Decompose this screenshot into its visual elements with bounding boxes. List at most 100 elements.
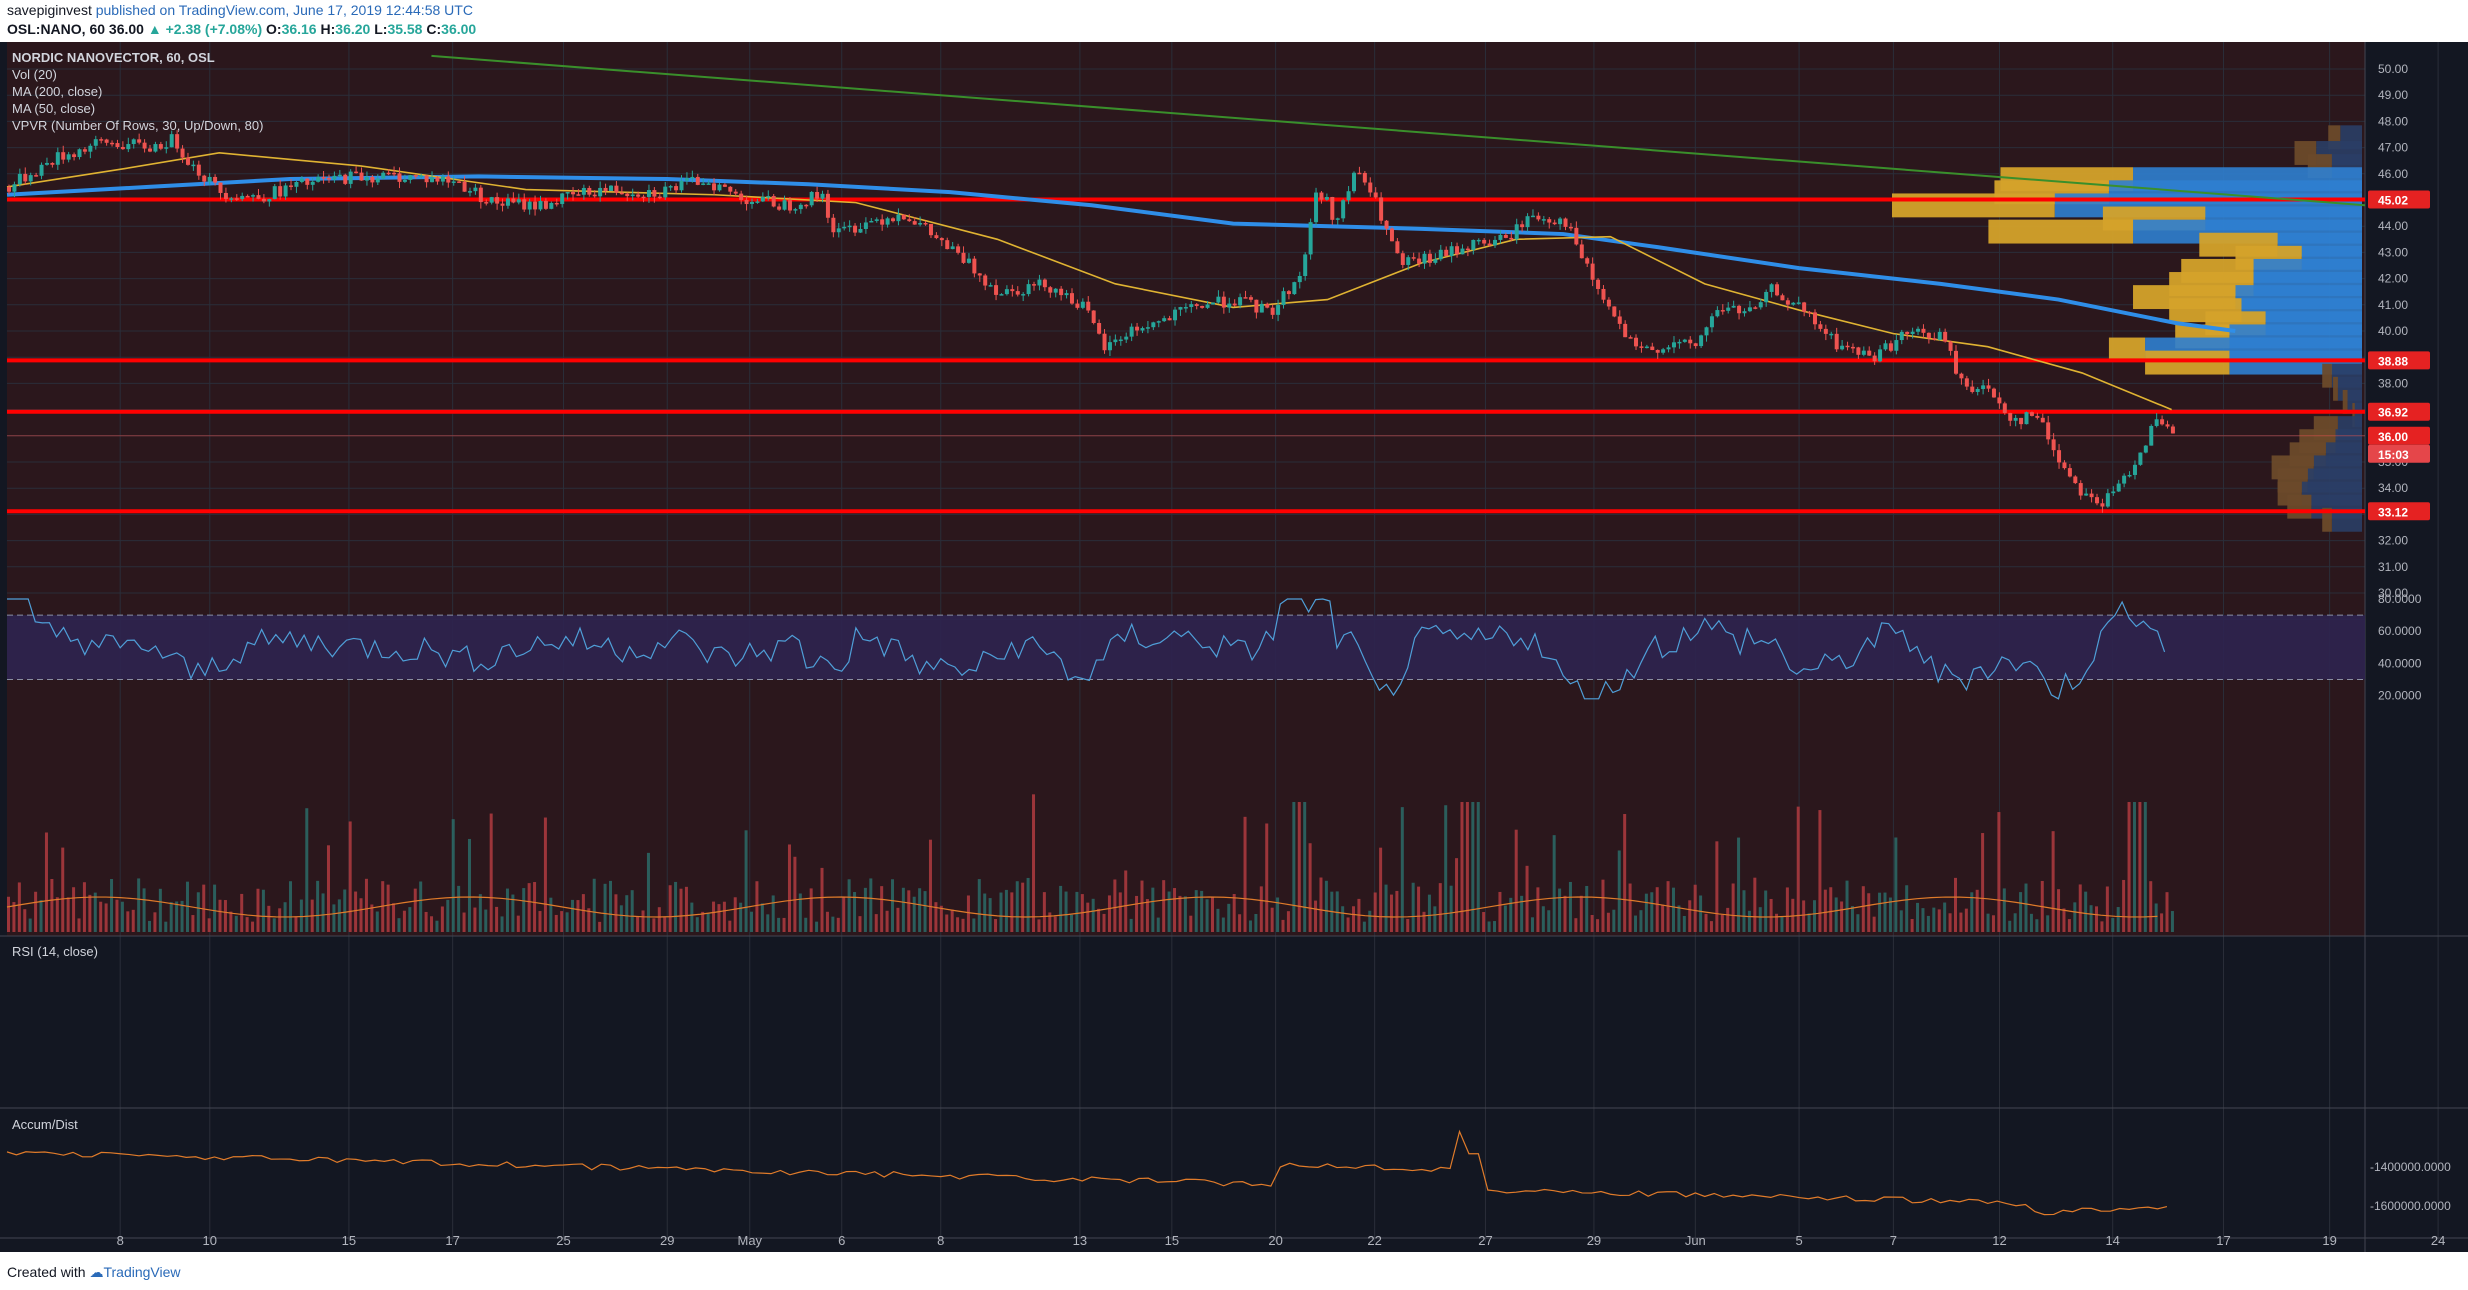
- candle-body[interactable]: [218, 182, 223, 193]
- candle-body[interactable]: [853, 225, 858, 233]
- candle-body[interactable]: [386, 172, 391, 175]
- candle-body[interactable]: [1449, 246, 1454, 257]
- candle-body[interactable]: [381, 172, 386, 179]
- candle-body[interactable]: [2084, 493, 2089, 496]
- candle-body[interactable]: [2138, 452, 2143, 465]
- candle-body[interactable]: [934, 235, 939, 239]
- candle-body[interactable]: [950, 246, 955, 250]
- candle-body[interactable]: [750, 201, 755, 205]
- candle-body[interactable]: [126, 144, 131, 150]
- candle-body[interactable]: [1086, 301, 1091, 311]
- candle-body[interactable]: [1612, 306, 1617, 317]
- candle-body[interactable]: [1639, 346, 1644, 348]
- candle-body[interactable]: [554, 202, 559, 205]
- candle-body[interactable]: [191, 164, 196, 167]
- candle-body[interactable]: [2170, 426, 2175, 434]
- candle-body[interactable]: [614, 185, 619, 193]
- candle-body[interactable]: [1221, 296, 1226, 308]
- candle-body[interactable]: [2116, 483, 2121, 492]
- candle-body[interactable]: [1129, 326, 1134, 337]
- legend-item-vpvr[interactable]: VPVR (Number Of Rows, 30, Up/Down, 80): [12, 118, 263, 133]
- candle-body[interactable]: [1135, 326, 1140, 331]
- candle-body[interactable]: [12, 184, 17, 192]
- candle-body[interactable]: [874, 219, 879, 221]
- candle-body[interactable]: [1943, 331, 1948, 342]
- trendline[interactable]: [431, 54, 2366, 207]
- candle-body[interactable]: [1878, 349, 1883, 362]
- candle-body[interactable]: [2160, 419, 2165, 425]
- candle-body[interactable]: [1183, 307, 1188, 309]
- candle-body[interactable]: [370, 176, 375, 183]
- indicator-legend[interactable]: NORDIC NANOVECTOR, 60, OSL Vol (20) MA (…: [12, 50, 263, 1132]
- candle-body[interactable]: [1644, 346, 1649, 349]
- candle-body[interactable]: [7, 186, 11, 192]
- candle-body[interactable]: [1509, 237, 1514, 240]
- candle-body[interactable]: [543, 200, 548, 209]
- candle-body[interactable]: [2024, 412, 2029, 425]
- candle-body[interactable]: [717, 184, 722, 191]
- candle-body[interactable]: [1883, 343, 1888, 350]
- candle-body[interactable]: [1845, 345, 1850, 348]
- candle-body[interactable]: [1427, 253, 1432, 263]
- candle-body[interactable]: [657, 196, 662, 199]
- candle-body[interactable]: [1037, 279, 1042, 286]
- candle-body[interactable]: [1932, 338, 1937, 340]
- candle-body[interactable]: [1064, 293, 1069, 296]
- candle-body[interactable]: [1596, 279, 1601, 289]
- candle-body[interactable]: [1422, 253, 1427, 264]
- candle-body[interactable]: [674, 186, 679, 191]
- candle-body[interactable]: [625, 193, 630, 197]
- candle-body[interactable]: [1417, 258, 1422, 264]
- candle-body[interactable]: [1688, 339, 1693, 344]
- candle-body[interactable]: [1487, 243, 1492, 246]
- candle-body[interactable]: [1617, 316, 1622, 324]
- candle-body[interactable]: [1568, 226, 1573, 229]
- candle-body[interactable]: [1682, 339, 1687, 342]
- chart-canvas[interactable]: 50.0049.0048.0047.0046.0045.0044.0043.00…: [0, 42, 2468, 1252]
- candle-body[interactable]: [1552, 222, 1557, 225]
- candle-body[interactable]: [72, 154, 77, 158]
- candle-body[interactable]: [2165, 424, 2170, 427]
- candle-body[interactable]: [798, 204, 803, 210]
- candle-body[interactable]: [1189, 304, 1194, 308]
- time-axis[interactable]: 8 10 15 17 25 29 May 6 8 13 15 20 22 27 29 Jun 5 7 12 14 17 1…: [117, 1233, 2468, 1248]
- candle-body[interactable]: [598, 187, 603, 197]
- candle-body[interactable]: [1438, 249, 1443, 260]
- candle-body[interactable]: [1623, 323, 1628, 338]
- candle-body[interactable]: [1194, 304, 1199, 306]
- candle-body[interactable]: [478, 187, 483, 203]
- candle-body[interactable]: [289, 185, 294, 187]
- candle-body[interactable]: [1937, 331, 1942, 340]
- candle-body[interactable]: [1444, 249, 1449, 257]
- candle-body[interactable]: [977, 273, 982, 276]
- candle-body[interactable]: [966, 258, 971, 263]
- candle-body[interactable]: [695, 176, 700, 185]
- candle-body[interactable]: [283, 185, 288, 197]
- candle-body[interactable]: [836, 228, 841, 233]
- trendline-line[interactable]: [431, 54, 2366, 207]
- candle-body[interactable]: [408, 175, 413, 180]
- candle-body[interactable]: [110, 142, 115, 145]
- candle-body[interactable]: [831, 217, 836, 233]
- candle-body[interactable]: [272, 186, 277, 200]
- candle-body[interactable]: [17, 173, 22, 185]
- candle-body[interactable]: [945, 240, 950, 250]
- candle-body[interactable]: [462, 181, 467, 192]
- candle-body[interactable]: [1503, 234, 1508, 238]
- candle-body[interactable]: [522, 199, 527, 210]
- candle-body[interactable]: [316, 176, 321, 182]
- candle-body[interactable]: [1324, 196, 1329, 200]
- candle-body[interactable]: [1248, 297, 1253, 300]
- candle-body[interactable]: [82, 149, 87, 152]
- candle-body[interactable]: [343, 174, 348, 184]
- candle-body[interactable]: [1742, 311, 1747, 314]
- candle-body[interactable]: [175, 134, 180, 149]
- candle-body[interactable]: [2105, 493, 2110, 507]
- candle-body[interactable]: [1303, 254, 1308, 276]
- candle-body[interactable]: [1216, 296, 1221, 303]
- candle-body[interactable]: [180, 148, 185, 158]
- candle-body[interactable]: [825, 193, 830, 218]
- candle-body[interactable]: [2073, 476, 2078, 484]
- candle-body[interactable]: [1780, 295, 1785, 301]
- candle-body[interactable]: [1558, 218, 1563, 225]
